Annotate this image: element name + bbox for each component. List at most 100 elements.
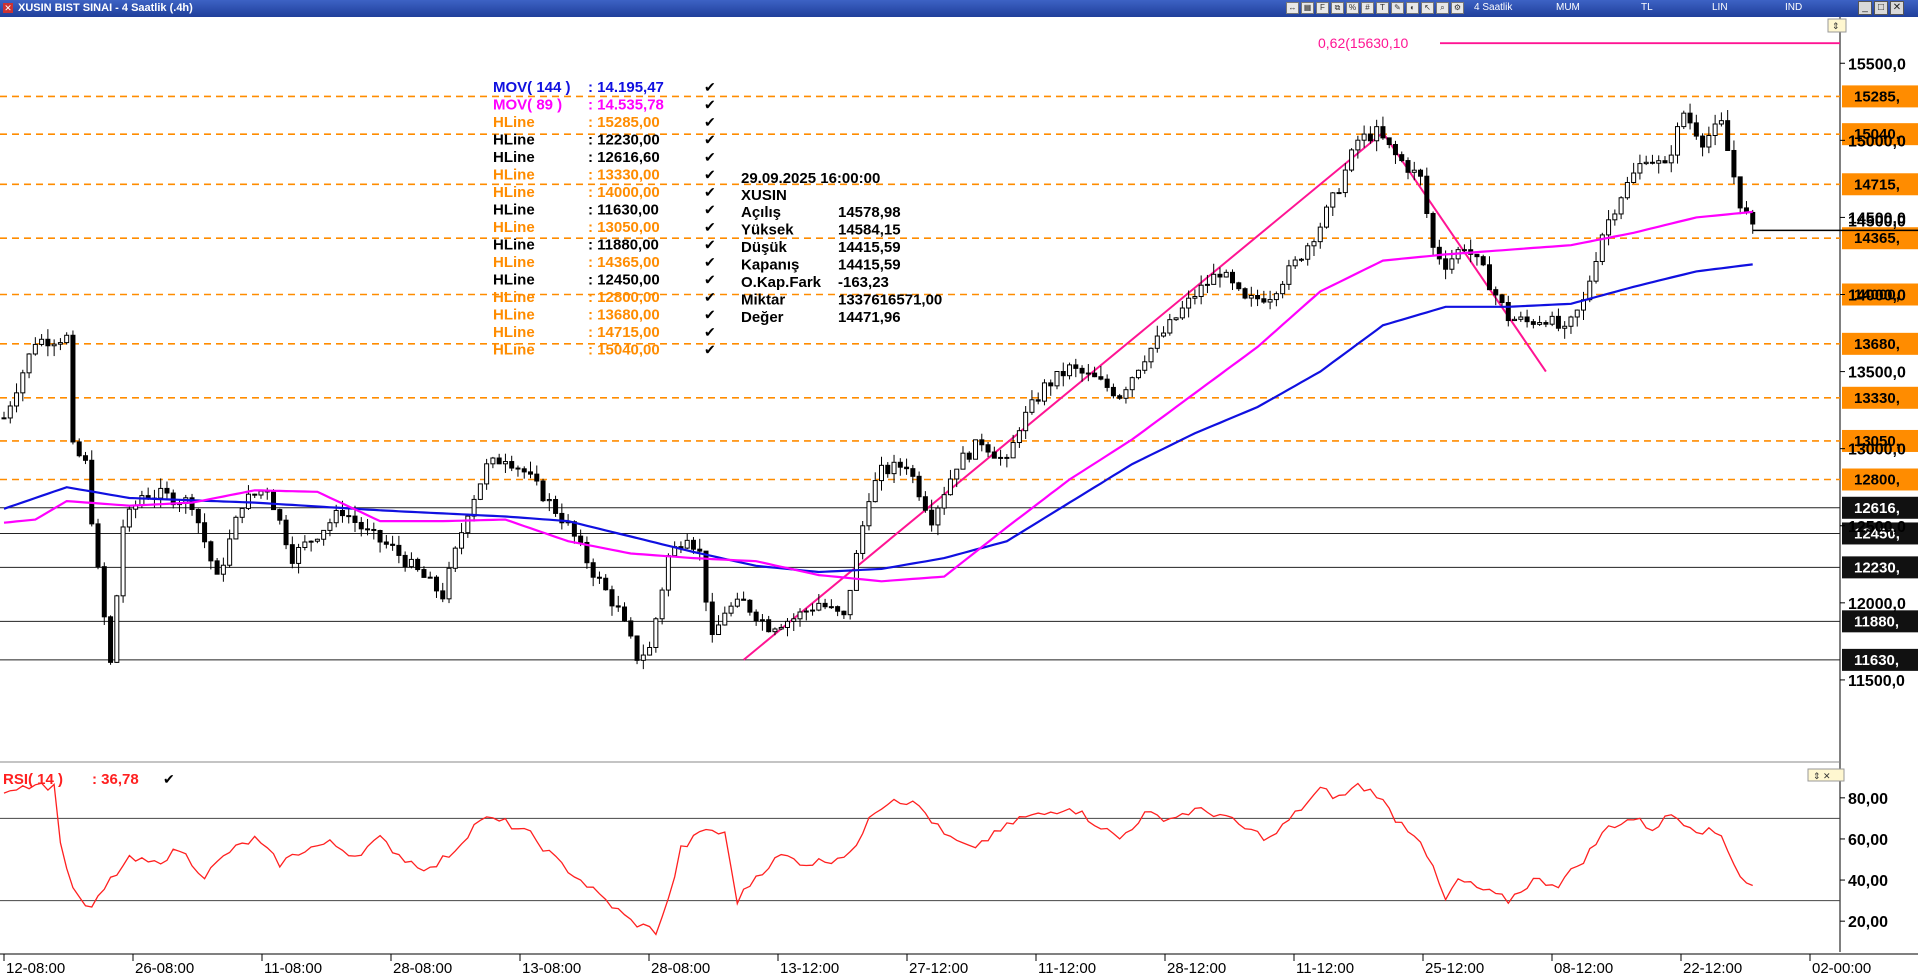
text-icon[interactable]: T	[1376, 2, 1389, 14]
fibonacci-icon[interactable]: F	[1316, 2, 1329, 14]
time-label-8: 11-12:00	[1038, 960, 1096, 977]
candle-166	[1041, 379, 1047, 406]
candle-158	[991, 446, 997, 459]
info-label-5: Miktar	[741, 292, 785, 309]
candle-body	[922, 496, 928, 511]
legend-value: : 13050,00	[588, 219, 660, 236]
candle-body	[590, 562, 596, 578]
legend-label: HLine	[493, 132, 535, 149]
rsi-pane-button[interactable]: ⇕ ✕	[1807, 768, 1845, 782]
candle-46	[289, 536, 295, 569]
candle-body	[1593, 260, 1599, 282]
legend-check-icon[interactable]: ✔	[704, 202, 716, 218]
scale-selector[interactable]: LIN	[1712, 2, 1728, 13]
color-icon[interactable]: ◐	[1406, 2, 1419, 14]
percent-icon[interactable]: %	[1346, 2, 1359, 14]
candle-body	[57, 342, 63, 345]
candle-body	[333, 509, 339, 524]
layout-icon[interactable]: ▦	[1301, 2, 1314, 14]
cursor-icon[interactable]: ↖	[1421, 2, 1434, 14]
legend-check-icon[interactable]: ✔	[704, 219, 716, 235]
mov89-line	[3, 210, 1753, 583]
ruler-icon[interactable]: ↔	[1286, 2, 1299, 14]
candle-body	[1505, 302, 1511, 322]
candle-218	[1367, 126, 1373, 144]
copy-icon[interactable]: ⧉	[1331, 2, 1344, 14]
legend-item-10: HLine: 14365,00 ✔	[493, 254, 716, 271]
legend-item-13: HLine: 13680,00 ✔	[493, 307, 716, 324]
candle-10	[64, 332, 70, 345]
legend-label: HLine	[493, 167, 535, 184]
hline-tag-label: 15040,	[1854, 126, 1900, 143]
candle-13	[82, 451, 88, 465]
hline-tag-4: 14000,	[1842, 283, 1918, 306]
legend-check-icon[interactable]: ✔	[704, 324, 716, 340]
candle-101	[634, 635, 640, 665]
legend-check-icon[interactable]: ✔	[704, 167, 716, 183]
legend-label: HLine	[493, 202, 535, 219]
legend-check-icon[interactable]: ✔	[704, 114, 716, 130]
candle-body	[916, 475, 922, 498]
legend-check-icon[interactable]: ✔	[704, 307, 716, 323]
candle-140	[879, 456, 884, 491]
candle-body	[1512, 318, 1518, 322]
close-button[interactable]: ✕	[1890, 1, 1904, 15]
candle-body	[1649, 161, 1655, 164]
legend-label: HLine	[493, 289, 535, 306]
candle-body	[521, 468, 527, 473]
app-menu-icon[interactable]: ✕	[3, 3, 13, 13]
candle-161	[1010, 434, 1016, 459]
legend-check-icon[interactable]: ✔	[704, 254, 716, 270]
maximize-button[interactable]: □	[1874, 1, 1888, 15]
pencil-icon[interactable]: ✎	[1391, 2, 1404, 14]
legend-check-icon[interactable]: ✔	[704, 342, 716, 358]
period-selector[interactable]: 4 Saatlik	[1474, 2, 1513, 13]
legend-item-6: HLine: 14000,00 ✔	[493, 184, 716, 201]
legend-check-icon[interactable]: ✔	[704, 149, 716, 165]
legend-check-icon[interactable]: ✔	[704, 237, 716, 253]
legend-check-icon[interactable]: ✔	[704, 132, 716, 148]
candle-body	[1035, 399, 1041, 402]
time-label-7: 27-12:00	[909, 960, 968, 977]
candle-body	[1217, 273, 1223, 278]
currency-selector[interactable]: TL	[1641, 2, 1653, 13]
hline-tag-1: 15040,	[1842, 123, 1918, 146]
legend-label: HLine	[493, 219, 535, 236]
legend-check-icon[interactable]: ✔	[704, 79, 716, 95]
candle-174	[1092, 366, 1098, 378]
settings-icon[interactable]: ⚙	[1451, 2, 1464, 14]
candle-132	[828, 599, 834, 609]
candle-106	[665, 553, 671, 597]
candle-body	[371, 528, 377, 532]
candle-36	[227, 529, 233, 568]
candle-body	[51, 343, 57, 347]
candle-body	[941, 494, 947, 509]
candle-139	[872, 472, 878, 503]
chart-type-selector[interactable]: MUM	[1556, 2, 1580, 13]
candle-body	[1167, 319, 1173, 334]
hline-tag-bg	[1842, 123, 1918, 146]
legend-check-icon[interactable]: ✔	[704, 289, 716, 305]
candle-244	[1530, 318, 1536, 329]
grid-icon[interactable]: #	[1361, 2, 1374, 14]
candle-body	[1142, 361, 1148, 371]
candle-185	[1161, 326, 1167, 338]
chart-canvas[interactable]: 15285, 15040, 14715, 14365, 14000, 13680, 1333…	[0, 17, 1918, 977]
price-axis-button[interactable]: ⇕	[1827, 18, 1847, 33]
info-label-4: O.Kap.Fark	[741, 274, 822, 291]
price-tick-label-1: 12000,0	[1848, 596, 1906, 613]
candle-123	[772, 627, 778, 636]
legend-check-icon[interactable]: ✔	[704, 97, 716, 113]
indicator-selector[interactable]: IND	[1785, 2, 1803, 13]
candle-145	[910, 464, 916, 484]
candle-133	[835, 605, 841, 617]
candle-body	[239, 507, 245, 518]
candle-body	[1211, 273, 1217, 285]
minimize-button[interactable]: _	[1858, 1, 1872, 15]
legend-check-icon[interactable]: ✔	[704, 184, 716, 200]
candle-147	[922, 491, 928, 513]
candle-body	[1606, 219, 1612, 236]
candle-198	[1242, 287, 1248, 300]
legend-check-icon[interactable]: ✔	[704, 272, 716, 288]
zoom-icon[interactable]: ⌕	[1436, 2, 1449, 14]
